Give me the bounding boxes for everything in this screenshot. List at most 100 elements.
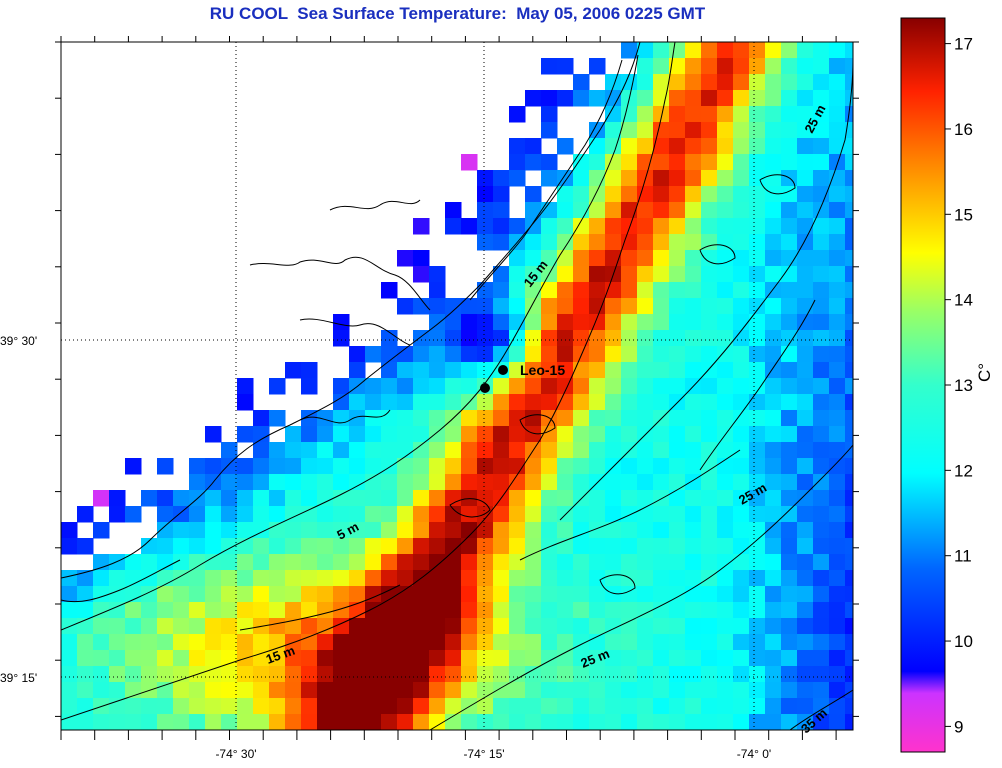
sst-pixel (429, 282, 446, 299)
sst-pixel (749, 122, 766, 139)
sst-pixel (493, 330, 510, 347)
sst-pixel (429, 426, 446, 443)
sst-pixel (829, 442, 846, 459)
sst-pixel (461, 554, 478, 571)
sst-pixel (333, 410, 350, 427)
sst-pixel (397, 538, 414, 555)
sst-pixel (797, 106, 814, 123)
sst-pixel (93, 586, 110, 603)
sst-pixel (237, 682, 254, 699)
sst-pixel (141, 618, 158, 635)
sst-pixel (285, 442, 302, 459)
sst-pixel (397, 346, 414, 363)
sst-pixel (621, 682, 638, 699)
sst-pixel (445, 602, 462, 619)
sst-pixel (125, 586, 142, 603)
sst-pixel (733, 122, 750, 139)
sst-pixel (669, 106, 686, 123)
sst-pixel (189, 650, 206, 667)
sst-pixel (605, 538, 622, 555)
sst-pixel (621, 602, 638, 619)
sst-pixel (781, 218, 798, 235)
sst-pixel (669, 506, 686, 523)
sst-pixel (365, 570, 382, 587)
sst-pixel (605, 202, 622, 219)
sst-pixel (541, 218, 558, 235)
sst-pixel (701, 90, 718, 107)
sst-pixel (717, 362, 734, 379)
sst-pixel (413, 682, 430, 699)
station-marker (480, 383, 490, 393)
sst-pixel (685, 138, 702, 155)
sst-pixel (285, 682, 302, 699)
sst-pixel (349, 474, 366, 491)
sst-pixel (685, 186, 702, 203)
sst-pixel (333, 490, 350, 507)
sst-pixel (93, 602, 110, 619)
sst-pixel (701, 346, 718, 363)
sst-pixel (653, 602, 670, 619)
sst-pixel (669, 554, 686, 571)
sst-pixel (237, 506, 254, 523)
sst-pixel (477, 170, 494, 187)
sst-pixel (765, 250, 782, 267)
sst-pixel (781, 314, 798, 331)
sst-pixel (333, 506, 350, 523)
sst-pixel (669, 170, 686, 187)
sst-pixel (157, 538, 174, 555)
sst-pixel (701, 186, 718, 203)
sst-pixel (653, 282, 670, 299)
sst-pixel (621, 522, 638, 539)
sst-pixel (573, 186, 590, 203)
sst-pixel (333, 314, 350, 331)
sst-pixel (477, 282, 494, 299)
sst-pixel (765, 266, 782, 283)
sst-pixel (605, 602, 622, 619)
sst-pixel (285, 650, 302, 667)
sst-pixel (141, 714, 158, 730)
sst-pixel (253, 522, 270, 539)
sst-pixel (829, 666, 846, 683)
sst-pixel (157, 714, 174, 730)
sst-pixel (845, 650, 853, 667)
sst-pixel (717, 634, 734, 651)
sst-pixel (813, 42, 830, 59)
sst-pixel (61, 698, 78, 715)
sst-pixel (621, 634, 638, 651)
sst-pixel (765, 426, 782, 443)
sst-pixel (765, 586, 782, 603)
sst-pixel (653, 314, 670, 331)
sst-pixel (605, 378, 622, 395)
sst-pixel (701, 650, 718, 667)
sst-pixel (253, 442, 270, 459)
sst-pixel (493, 538, 510, 555)
sst-pixel (157, 666, 174, 683)
sst-pixel (637, 490, 654, 507)
sst-pixel (605, 570, 622, 587)
sst-pixel (669, 202, 686, 219)
sst-pixel (749, 442, 766, 459)
sst-pixel (109, 602, 126, 619)
depth-contour-15m (61, 42, 676, 721)
sst-pixel (845, 250, 853, 267)
sst-pixel (301, 378, 318, 395)
sst-pixel (813, 106, 830, 123)
sst-pixel (717, 170, 734, 187)
sst-pixel (621, 154, 638, 171)
sst-pixel (445, 458, 462, 475)
sst-pixel (845, 186, 853, 203)
sst-pixel (509, 362, 526, 379)
sst-pixel (109, 634, 126, 651)
sst-pixel (717, 314, 734, 331)
sst-pixel (749, 266, 766, 283)
sst-pixel (445, 394, 462, 411)
sst-pixel (285, 362, 302, 379)
sst-pixel (429, 474, 446, 491)
sst-pixel (237, 490, 254, 507)
sst-pixel (621, 298, 638, 315)
sst-pixel (621, 202, 638, 219)
sst-pixel (717, 266, 734, 283)
sst-pixel (733, 666, 750, 683)
sst-pixel (765, 538, 782, 555)
sst-pixel (413, 634, 430, 651)
